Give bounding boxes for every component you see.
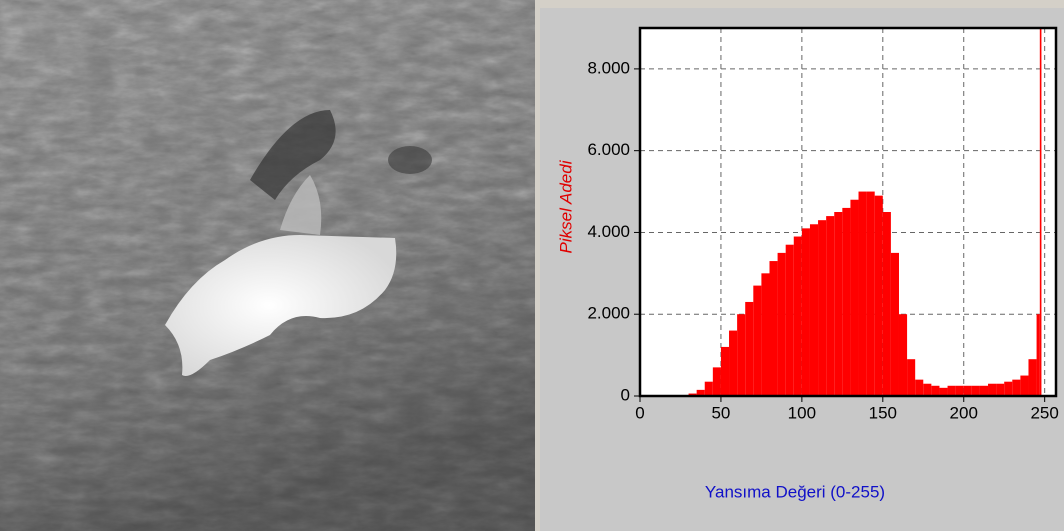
x-tick-label: 50	[711, 403, 730, 422]
histogram-bar	[915, 380, 923, 396]
histogram-bar	[802, 228, 810, 396]
histogram-bar	[753, 286, 761, 396]
x-tick-label: 250	[1030, 403, 1058, 422]
histogram-bar	[923, 384, 931, 396]
y-tick-label: 6.000	[587, 140, 630, 159]
histogram-bar	[1037, 314, 1040, 396]
y-tick-label: 0	[621, 385, 630, 404]
histogram-bar	[931, 386, 939, 396]
histogram-bar	[907, 359, 915, 396]
histogram-bar	[721, 347, 729, 396]
histogram-bar	[956, 386, 964, 396]
histogram-bar	[1040, 28, 1042, 396]
x-tick-label: 200	[950, 403, 978, 422]
histogram-bar	[850, 200, 858, 396]
x-axis-label: Yansıma Değeri (0-255)	[705, 482, 885, 501]
histogram-bar	[996, 384, 1004, 396]
histogram-bar	[972, 386, 980, 396]
histogram-bar	[818, 220, 826, 396]
histogram-bar	[810, 224, 818, 396]
histogram-bar	[778, 253, 786, 396]
y-tick-label: 4.000	[587, 222, 630, 241]
x-tick-label: 150	[869, 403, 897, 422]
y-tick-label: 8.000	[587, 58, 630, 77]
histogram-bar	[948, 386, 956, 396]
histogram-bar	[826, 216, 834, 396]
histogram-bar	[745, 302, 753, 396]
histogram-bar	[761, 273, 769, 396]
histogram-bar	[729, 331, 737, 396]
histogram-bar	[705, 382, 713, 396]
histogram-bar	[859, 192, 867, 396]
histogram-bar	[1004, 382, 1012, 396]
screen: Yansıma Değeri (0-255) Piksel Adedi 0 2.0…	[0, 0, 1064, 531]
histogram-bar	[737, 314, 745, 396]
x-tick-label: 100	[788, 403, 816, 422]
histogram-bar	[867, 192, 875, 396]
histogram-bar	[1012, 380, 1020, 396]
x-tick-label: 0	[635, 403, 644, 422]
histogram-bar	[964, 386, 972, 396]
y-axis-label: Piksel Adedi	[556, 159, 575, 253]
histogram-bar	[842, 208, 850, 396]
histogram-bar	[891, 253, 899, 396]
histogram-bar	[713, 367, 721, 396]
histogram-bar	[875, 196, 883, 396]
y-tick-label: 2.000	[587, 304, 630, 323]
histogram-bar	[794, 237, 802, 396]
histogram-bar	[883, 212, 891, 396]
histogram-bar	[980, 386, 988, 396]
histogram-bar	[899, 314, 907, 396]
histogram-bar	[988, 384, 996, 396]
satellite-image	[0, 0, 535, 531]
histogram-bar	[1020, 376, 1028, 396]
histogram-bar	[1028, 359, 1036, 396]
histogram-bar	[834, 212, 842, 396]
histogram-bar	[786, 245, 794, 396]
histogram-bar	[769, 261, 777, 396]
page: Yansıma Değeri (0-255) Piksel Adedi 0 2.0…	[0, 0, 1064, 531]
